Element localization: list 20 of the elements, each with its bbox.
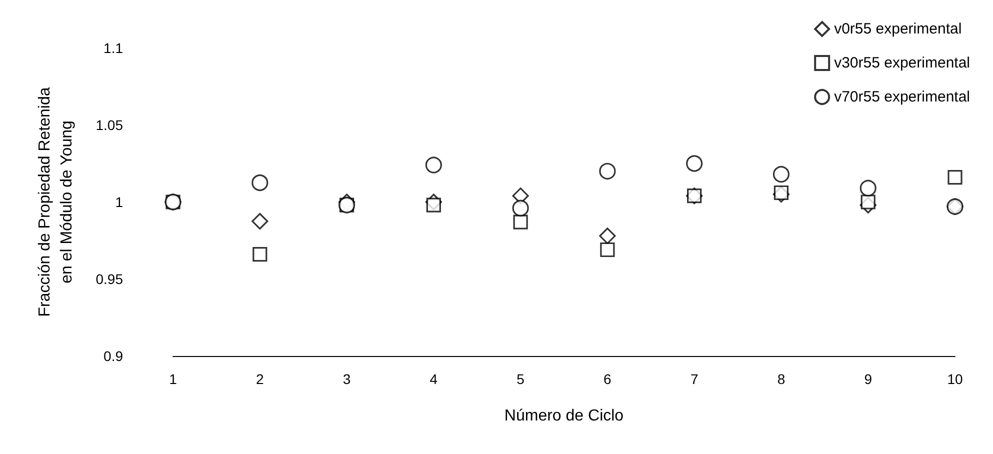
x-tick-label: 7	[690, 371, 698, 387]
x-tick-label: 8	[777, 371, 786, 387]
x-tick-label: 10	[947, 371, 963, 387]
y-tick-label: 1.1	[104, 40, 124, 56]
y-tick-label: 1	[115, 194, 124, 210]
x-tick-label: 4	[430, 371, 438, 387]
y-axis-title: Fracción de Propiedad Retenida en el Módulo de Young	[36, 87, 76, 317]
x-axis-title: Número de Ciclo	[504, 408, 624, 424]
x-tick-label: 9	[864, 371, 872, 387]
legend-label: v30r55 experimental	[834, 54, 970, 72]
x-tick-label: 6	[604, 371, 612, 387]
y-tick-label: 0.95	[96, 271, 124, 287]
x-tick-label: 1	[169, 371, 178, 387]
legend-label: v0r55 experimental	[834, 20, 962, 38]
x-tick-label: 2	[256, 371, 264, 387]
y-tick-label: 1.05	[96, 117, 124, 133]
legend-label: v70r55 experimental	[834, 88, 970, 106]
y-tick-label: 0.9	[104, 348, 124, 364]
x-tick-label: 5	[516, 371, 525, 387]
x-tick-label: 3	[342, 371, 351, 387]
